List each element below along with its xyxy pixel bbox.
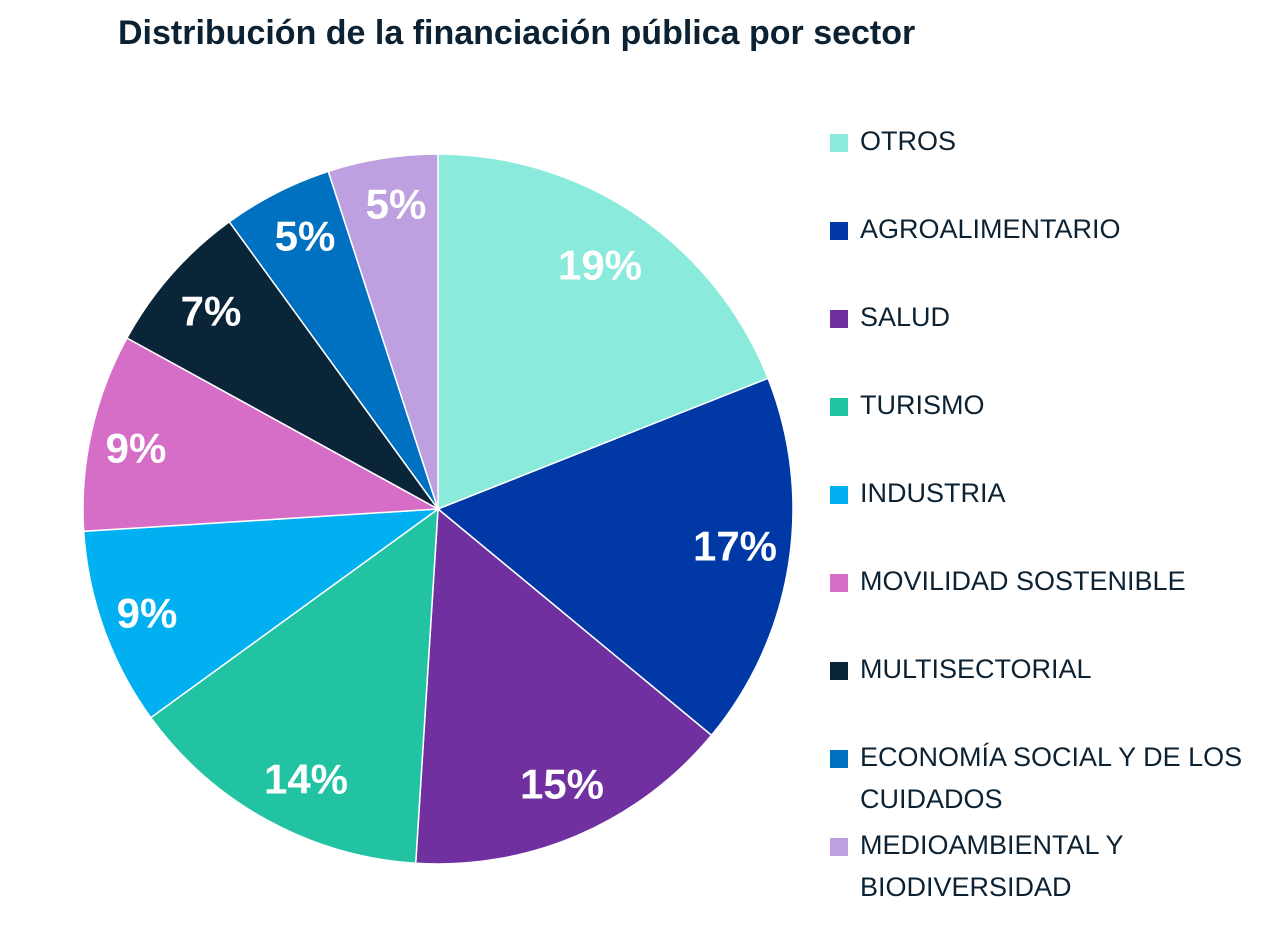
legend-label: MOVILIDAD SOSTENIBLE: [860, 566, 1186, 596]
pie-slice-3: [414, 507, 713, 865]
legend-swatch: [830, 662, 848, 680]
legend-label: OTROS: [860, 126, 957, 156]
legend-swatch: [830, 838, 848, 856]
slice-value-label: 9%: [106, 425, 167, 472]
chart-legend: OTROS AGROALIMENTARIO SALUD TURISMO INDUSTRI…: [830, 0, 1280, 932]
pie-slice-7: [125, 220, 439, 510]
pie-slice-4: [149, 507, 439, 865]
legend-item: SALUD: [830, 302, 1270, 338]
legend-item: TURISMO: [830, 390, 1270, 426]
legend-swatch: [830, 486, 848, 504]
legend-swatch: [830, 134, 848, 152]
legend-swatch: [830, 398, 848, 416]
legend-item: MOVILIDAD SOSTENIBLE: [830, 566, 1270, 602]
legend-swatch: [830, 574, 848, 592]
legend-label: SALUD: [860, 302, 951, 332]
legend-item: AGROALIMENTARIO: [830, 214, 1270, 250]
slice-value-label: 14%: [264, 756, 348, 803]
pie-chart: 19% 17% 15% 14% 9% 9% 7% 5% 5%: [82, 153, 794, 865]
legend-label: TURISMO: [860, 390, 985, 420]
chart-title: Distribución de la financiación pública …: [118, 14, 916, 52]
legend-swatch: [830, 750, 848, 768]
slice-value-label: 5%: [275, 213, 336, 260]
legend-item: INDUSTRIA: [830, 478, 1270, 514]
pie-slice-5: [82, 508, 441, 719]
legend-item: ECONOMÍA SOCIAL Y DE LOS CUIDADOS: [830, 742, 1270, 820]
slice-value-label: 15%: [520, 761, 604, 808]
legend-label: AGROALIMENTARIO: [860, 214, 1121, 244]
pie-slice-2: [436, 377, 794, 737]
legend-label: INDUSTRIA: [860, 478, 1006, 508]
legend-swatch: [830, 222, 848, 240]
legend-label: ECONOMÍA SOCIAL Y DE LOS CUIDADOS: [860, 742, 1243, 814]
pie-slice-6: [82, 336, 441, 533]
slice-value-label: 5%: [366, 181, 427, 228]
slice-value-label: 17%: [693, 523, 777, 570]
legend-item: MEDIOAMBIENTAL Y BIODIVERSIDAD: [830, 830, 1270, 908]
pie-slice-1: [437, 153, 770, 511]
legend-label: MEDIOAMBIENTAL Y BIODIVERSIDAD: [860, 830, 1124, 902]
legend-label: MULTISECTORIAL: [860, 654, 1092, 684]
pie-slice-9: [327, 153, 439, 510]
legend-item: OTROS: [830, 126, 1270, 162]
slice-value-label: 7%: [181, 288, 242, 335]
legend-item: MULTISECTORIAL: [830, 654, 1270, 690]
slice-value-label: 19%: [558, 242, 642, 289]
slice-value-label: 9%: [117, 590, 178, 637]
legend-swatch: [830, 310, 848, 328]
